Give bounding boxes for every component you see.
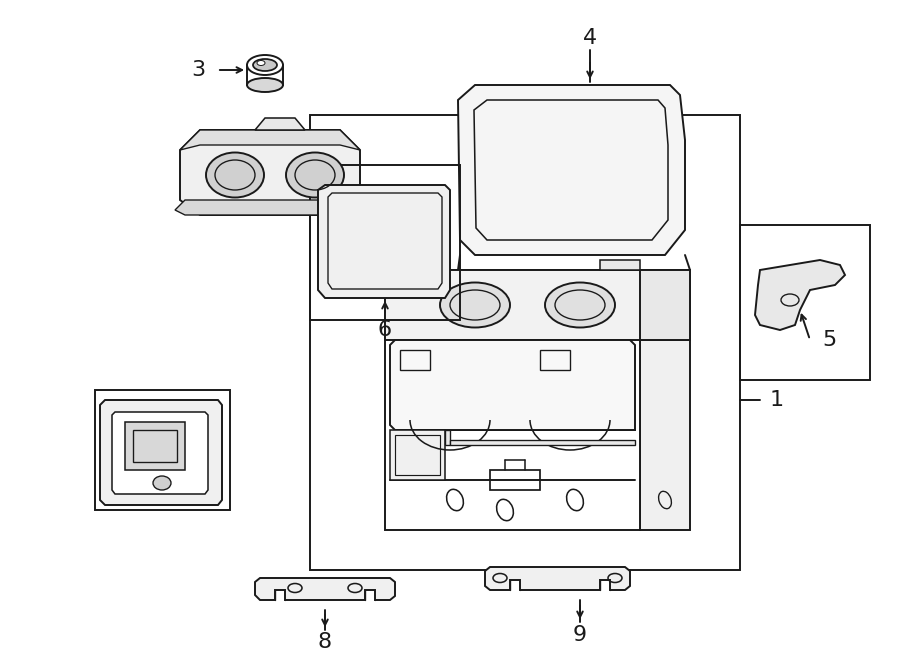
Text: 7: 7 <box>158 458 172 478</box>
Polygon shape <box>390 340 635 430</box>
Ellipse shape <box>247 55 283 75</box>
Polygon shape <box>385 270 640 530</box>
Ellipse shape <box>440 282 510 327</box>
Ellipse shape <box>545 282 615 327</box>
Polygon shape <box>255 578 395 600</box>
Text: 4: 4 <box>583 28 597 48</box>
Text: 8: 8 <box>318 632 332 652</box>
Polygon shape <box>180 130 360 150</box>
Text: 9: 9 <box>573 625 587 645</box>
Ellipse shape <box>257 61 265 65</box>
Polygon shape <box>100 400 222 505</box>
Polygon shape <box>385 270 690 340</box>
Polygon shape <box>180 130 360 215</box>
Text: 6: 6 <box>378 320 392 340</box>
Polygon shape <box>458 85 685 255</box>
Polygon shape <box>390 260 430 270</box>
Ellipse shape <box>206 153 264 198</box>
Ellipse shape <box>153 476 171 490</box>
Polygon shape <box>318 185 450 298</box>
Ellipse shape <box>286 153 344 198</box>
Polygon shape <box>175 200 360 215</box>
Text: 2: 2 <box>191 185 205 205</box>
Ellipse shape <box>253 59 277 71</box>
Polygon shape <box>125 422 185 470</box>
Polygon shape <box>755 260 845 330</box>
Text: 1: 1 <box>770 390 784 410</box>
Polygon shape <box>485 567 630 590</box>
Polygon shape <box>112 412 208 494</box>
Polygon shape <box>640 270 690 530</box>
Polygon shape <box>640 270 690 340</box>
Text: 3: 3 <box>191 60 205 80</box>
Polygon shape <box>255 118 305 130</box>
Polygon shape <box>390 430 445 480</box>
Polygon shape <box>450 440 635 445</box>
Ellipse shape <box>247 78 283 92</box>
Polygon shape <box>600 260 640 270</box>
Polygon shape <box>445 430 450 445</box>
Text: 5: 5 <box>822 330 836 350</box>
